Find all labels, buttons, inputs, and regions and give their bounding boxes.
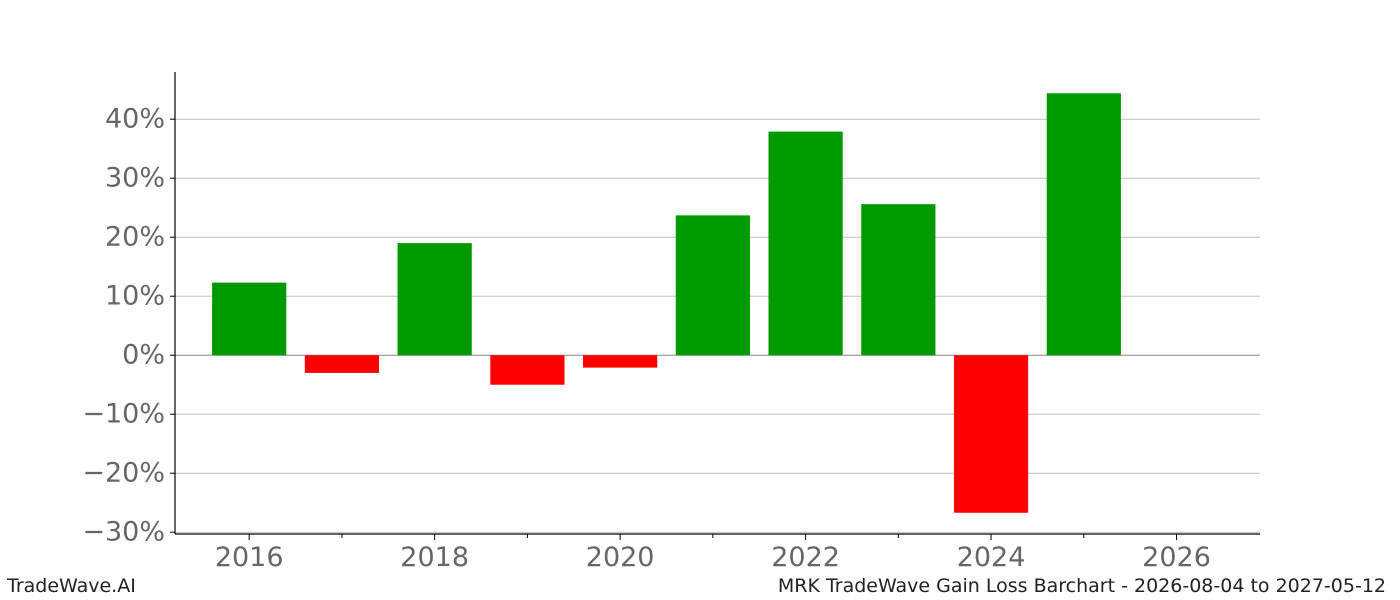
brand-label: TradeWave.AI (7, 575, 136, 597)
bar (212, 282, 287, 356)
bar (768, 131, 843, 356)
x-tick-label: 2016 (215, 542, 284, 573)
bar (953, 355, 1029, 513)
bar (583, 355, 658, 368)
y-tick-label: −10% (82, 399, 165, 430)
bar (861, 204, 936, 356)
x-tick-label: 2020 (586, 542, 655, 573)
x-tick-label: 2026 (1142, 542, 1211, 573)
bar (1046, 93, 1121, 356)
bar (490, 355, 565, 385)
x-tick-label: 2024 (957, 542, 1026, 573)
y-tick-label: 20% (105, 222, 165, 253)
y-tick-label: 30% (105, 163, 165, 194)
tick-labels: 40% 30% 20% 10% 0% −10% −20% −30% 2016 2018 2020 20… (82, 104, 1211, 573)
bar (397, 243, 472, 356)
axes (170, 72, 1260, 540)
x-tick-label: 2018 (400, 542, 469, 573)
bars (212, 93, 1121, 513)
x-tick-label: 2022 (771, 542, 840, 573)
bar (304, 355, 380, 373)
bar (675, 215, 750, 356)
y-tick-label: 0% (122, 340, 165, 371)
y-tick-label: −20% (82, 458, 165, 489)
y-tick-label: −30% (82, 517, 165, 548)
y-tick-label: 10% (105, 281, 165, 312)
y-tick-label: 40% (105, 104, 165, 135)
chart-caption: MRK TradeWave Gain Loss Barchart - 2026-… (777, 575, 1386, 597)
